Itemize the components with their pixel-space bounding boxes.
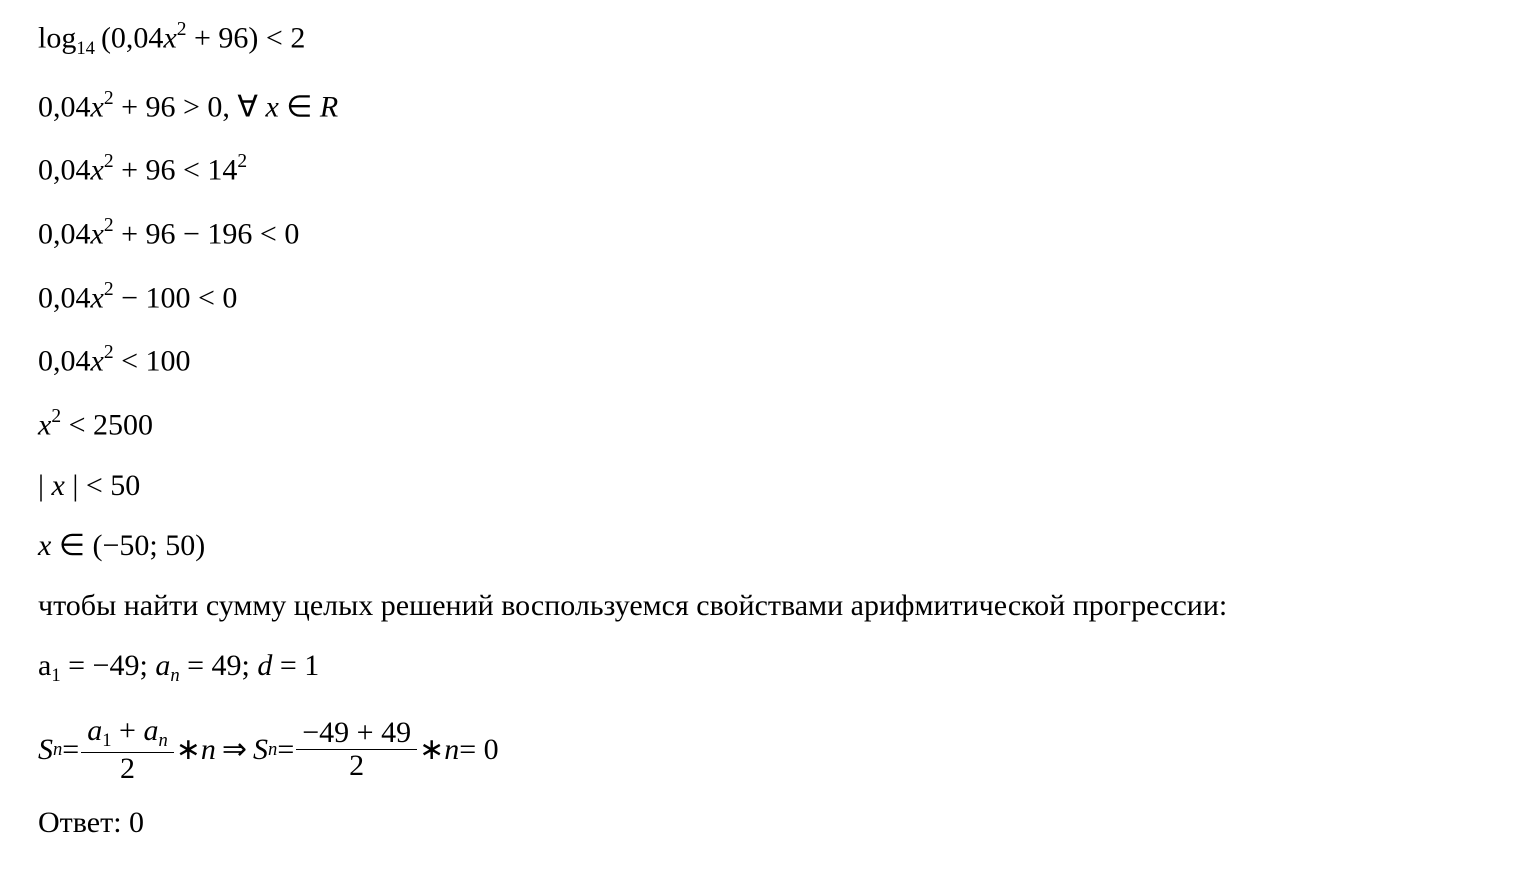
text: ∈ bbox=[279, 90, 320, 123]
implies-arrow: ⇒ bbox=[222, 735, 247, 765]
text: = bbox=[277, 735, 294, 765]
var-x: x bbox=[38, 409, 51, 442]
sub: 14 bbox=[76, 38, 95, 59]
var-x: x bbox=[38, 529, 51, 562]
text: ∗ bbox=[176, 735, 201, 765]
text: ∈ (−50; 50) bbox=[51, 529, 205, 562]
text: = −49; bbox=[61, 649, 156, 682]
var-x: x bbox=[163, 22, 176, 55]
sub: n bbox=[53, 741, 62, 760]
text: + 96 > 0, ∀ bbox=[114, 90, 266, 123]
sup: 2 bbox=[104, 279, 114, 300]
text: + 96 − 196 < 0 bbox=[114, 218, 300, 251]
sup: 2 bbox=[104, 215, 114, 236]
sub: 1 bbox=[51, 665, 60, 686]
sup: 2 bbox=[104, 342, 114, 363]
text: = 0 bbox=[459, 735, 498, 765]
text: + bbox=[112, 714, 144, 747]
var-x: x bbox=[265, 90, 278, 123]
numerator: −49 + 49 bbox=[296, 718, 417, 750]
text: + 96) < 2 bbox=[187, 22, 306, 55]
text: ∗ bbox=[419, 735, 444, 765]
var-a: a bbox=[87, 714, 102, 747]
text: = bbox=[62, 735, 79, 765]
sup: 2 bbox=[51, 406, 61, 427]
eq-line-8: | x | < 50 bbox=[38, 471, 1479, 501]
text: < 2500 bbox=[61, 409, 153, 442]
text: = 1 bbox=[272, 649, 319, 682]
text: + 96 < 14 bbox=[114, 154, 238, 187]
var-a: a bbox=[155, 649, 170, 682]
eq-line-11: a1 = −49; an = 49; d = 1 bbox=[38, 651, 1479, 686]
eq-line-9: x ∈ (−50; 50) bbox=[38, 531, 1479, 561]
text: 0,04 bbox=[38, 281, 91, 314]
var-n: n bbox=[201, 735, 216, 765]
var-x: x bbox=[91, 218, 104, 251]
text: − 100 < 0 bbox=[114, 281, 238, 314]
var-x: x bbox=[91, 154, 104, 187]
text: (0,04 bbox=[101, 22, 164, 55]
sub: 1 bbox=[102, 730, 111, 751]
numerator: a1 + an bbox=[81, 716, 174, 753]
set-R: R bbox=[320, 90, 338, 123]
text: 0,04 bbox=[38, 154, 91, 187]
sup: 2 bbox=[104, 88, 114, 109]
text: 0,04 bbox=[38, 345, 91, 378]
var-d: d bbox=[257, 649, 272, 682]
eq-line-4: 0,04x2 + 96 − 196 < 0 bbox=[38, 216, 1479, 250]
text-line-10: чтобы найти сумму целых решений воспольз… bbox=[38, 591, 1479, 621]
text: log bbox=[38, 22, 76, 55]
eq-line-2: 0,04x2 + 96 > 0, ∀ x ∈ R bbox=[38, 89, 1479, 123]
text: 0,04 bbox=[38, 218, 91, 251]
sup: 2 bbox=[237, 151, 247, 172]
var-x: x bbox=[91, 281, 104, 314]
var-a: a bbox=[143, 714, 158, 747]
text: | < 50 bbox=[65, 469, 140, 502]
sup: 2 bbox=[177, 19, 187, 40]
text: 0,04 bbox=[38, 90, 91, 123]
fraction-1: a1 + an 2 bbox=[81, 716, 174, 784]
denominator: 2 bbox=[296, 750, 417, 781]
eq-line-12: Sn = a1 + an 2 ∗ n ⇒ Sn = −49 + 49 2 ∗ n… bbox=[38, 716, 1479, 784]
var-x: x bbox=[91, 345, 104, 378]
text: < 100 bbox=[114, 345, 191, 378]
denominator: 2 bbox=[81, 753, 174, 784]
sub: n bbox=[158, 730, 167, 751]
text: | bbox=[38, 469, 52, 502]
text: a bbox=[38, 649, 51, 682]
sup: 2 bbox=[104, 151, 114, 172]
eq-line-5: 0,04x2 − 100 < 0 bbox=[38, 280, 1479, 314]
eq-line-1: log14 (0,04x2 + 96) < 2 bbox=[38, 20, 1479, 59]
math-document: log14(0,04x2 + 96) < 2 0,04x2 + 96 > 0, … bbox=[0, 0, 1517, 888]
var-S: S bbox=[253, 735, 268, 765]
var-x: x bbox=[52, 469, 65, 502]
text: = 49; bbox=[180, 649, 258, 682]
var-x: x bbox=[91, 90, 104, 123]
eq-line-3: 0,04x2 + 96 < 142 bbox=[38, 152, 1479, 186]
fraction-2: −49 + 49 2 bbox=[296, 718, 417, 781]
sub: n bbox=[268, 741, 277, 760]
var-n: n bbox=[444, 735, 459, 765]
eq-line-7: x2 < 2500 bbox=[38, 407, 1479, 441]
sub: n bbox=[170, 665, 179, 686]
answer-line: Ответ: 0 bbox=[38, 808, 1479, 838]
var-S: S bbox=[38, 735, 53, 765]
eq-line-6: 0,04x2 < 100 bbox=[38, 343, 1479, 377]
